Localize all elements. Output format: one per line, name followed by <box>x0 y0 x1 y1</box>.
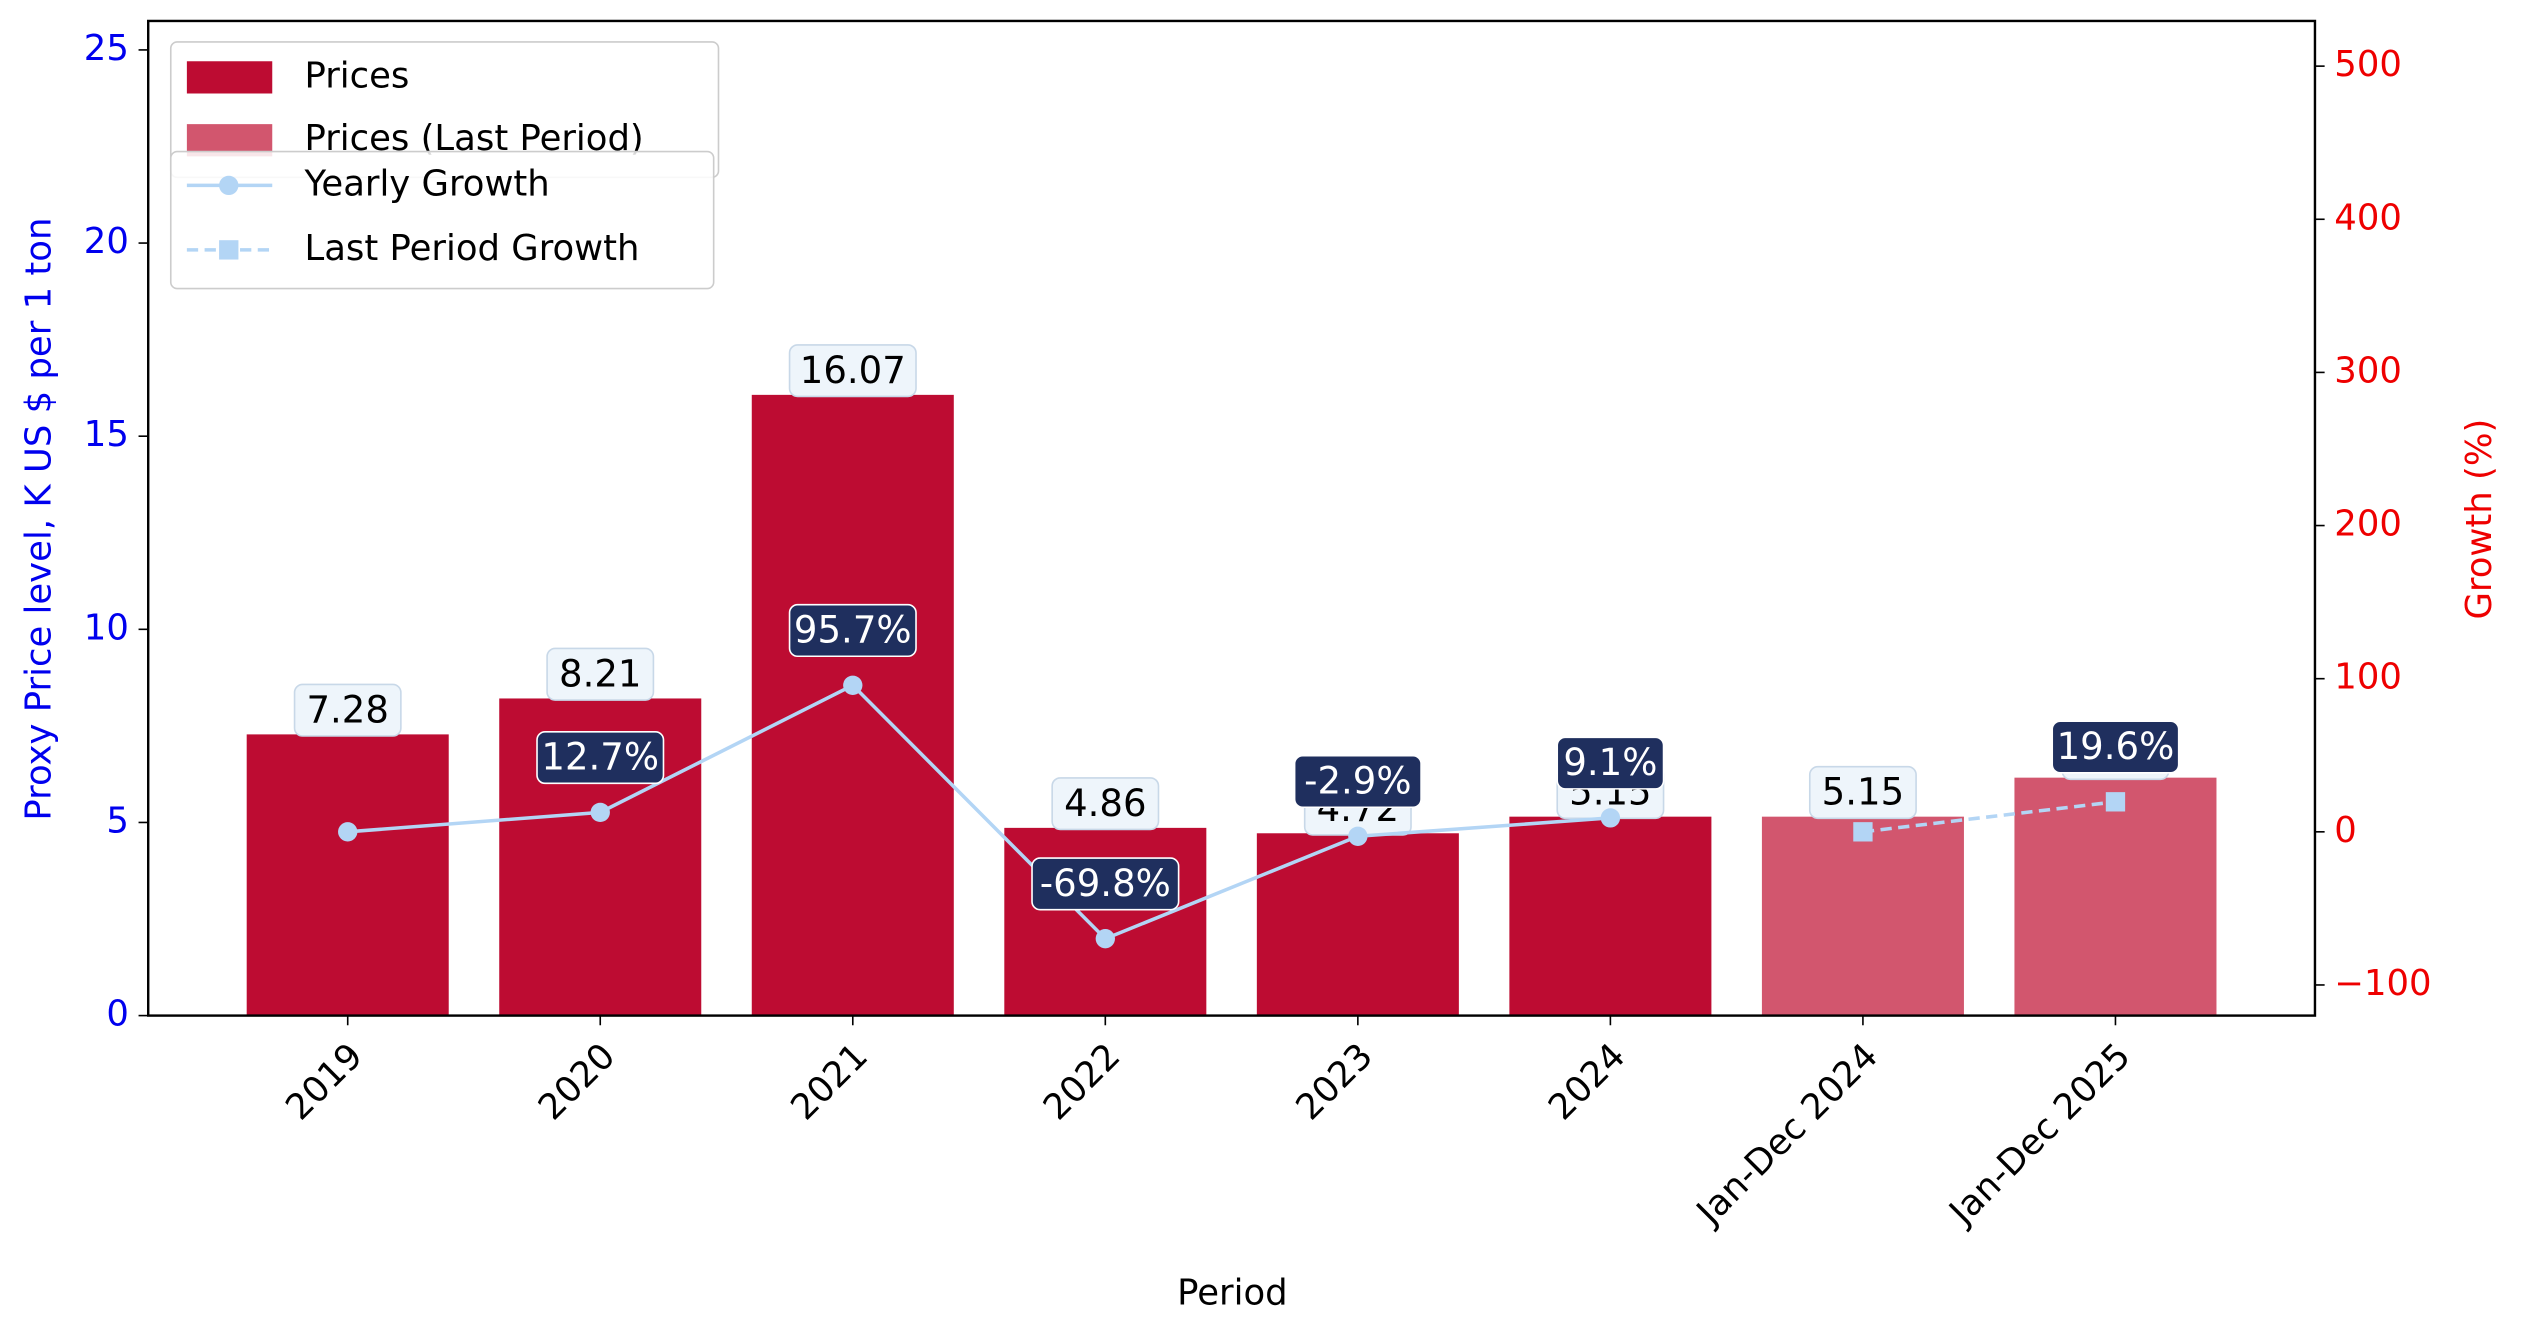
x-tick-label: Jan-Dec 2024 <box>1688 1035 1886 1233</box>
growth-label: -2.9% <box>1304 760 1411 803</box>
legend-swatch <box>186 61 273 94</box>
growth-label: 9.1% <box>1563 741 1657 784</box>
marker <box>843 675 863 695</box>
price-label: 8.21 <box>559 652 641 695</box>
price-label-box <box>1808 765 1917 820</box>
price-label: 4.86 <box>1064 782 1146 825</box>
marker <box>1600 808 1621 828</box>
y2-axis-label: Growth (%) <box>2459 419 2500 620</box>
y-tick-label: 20 <box>84 221 129 262</box>
price-label: 16.07 <box>800 349 906 392</box>
growth-label: -69.8% <box>1040 862 1171 905</box>
line <box>347 683 1611 941</box>
line <box>1862 800 2116 834</box>
marker <box>1348 826 1368 846</box>
x-tick-label: 2022 <box>1036 1035 1129 1128</box>
legend-marker <box>219 240 239 260</box>
price-label-box <box>293 683 402 737</box>
growth-label: 12.7% <box>541 736 659 779</box>
x-tick-label: 2023 <box>1288 1035 1381 1128</box>
x-tick-label: 2024 <box>1541 1035 1634 1128</box>
marker <box>590 802 610 823</box>
x-tick-label: 2021 <box>783 1035 876 1128</box>
bar <box>1761 816 1964 1016</box>
plot-frame <box>147 19 2317 1017</box>
y-tick-label: 15 <box>84 414 129 455</box>
y-tick-label: 10 <box>84 607 129 648</box>
legend-marker <box>219 175 239 196</box>
growth-label-box <box>788 603 917 658</box>
x-tick-label: 2019 <box>278 1035 371 1128</box>
growth-label-box <box>1556 736 1665 790</box>
legend-box <box>169 150 715 290</box>
bar <box>1509 816 1712 1016</box>
y2-tick-label: 0 <box>2334 810 2357 851</box>
growth-label: 95.7% <box>794 609 912 652</box>
x-tick-label: 2020 <box>531 1035 624 1128</box>
growth-label-box <box>536 730 665 785</box>
y-tick-label: 0 <box>106 994 129 1035</box>
y-tick-label: 25 <box>84 28 129 69</box>
y-tick-label: 5 <box>106 800 129 841</box>
marker <box>338 822 358 842</box>
bar <box>1256 833 1459 1016</box>
growth-label-box <box>1031 857 1180 911</box>
price-label: 7.28 <box>306 688 388 731</box>
y2-tick-label: 300 <box>2334 350 2402 391</box>
x-axis-label: Period <box>1177 1272 1287 1313</box>
legend-label: Yearly Growth <box>303 163 549 204</box>
y-axis-label: Proxy Price level, K US $ per 1 ton <box>18 218 59 821</box>
growth-label-box <box>1293 754 1422 809</box>
marker <box>1095 929 1115 949</box>
growth-label: 19.6% <box>2057 725 2175 768</box>
bar <box>2014 777 2217 1016</box>
y2-tick-label: 400 <box>2334 197 2402 238</box>
growth-label-box <box>2051 720 2180 774</box>
price-label: 5.15 <box>1822 771 1904 814</box>
price-label-box <box>546 647 655 701</box>
y2-tick-label: 200 <box>2334 504 2402 545</box>
price-label-box <box>788 344 917 398</box>
bar <box>751 394 954 1016</box>
y2-tick-label: 500 <box>2334 44 2402 85</box>
y2-tick-label: 100 <box>2334 657 2402 698</box>
y2-tick-label: −100 <box>2334 963 2431 1004</box>
marker <box>2105 792 2126 812</box>
legend-label: Last Period Growth <box>304 228 639 269</box>
bar <box>246 734 449 1016</box>
bar <box>1004 827 1207 1016</box>
legend-label: Prices <box>304 55 409 96</box>
x-tick-label: Jan-Dec 2025 <box>1940 1035 2138 1233</box>
marker <box>1853 822 1873 842</box>
price-label-box <box>1051 777 1160 831</box>
